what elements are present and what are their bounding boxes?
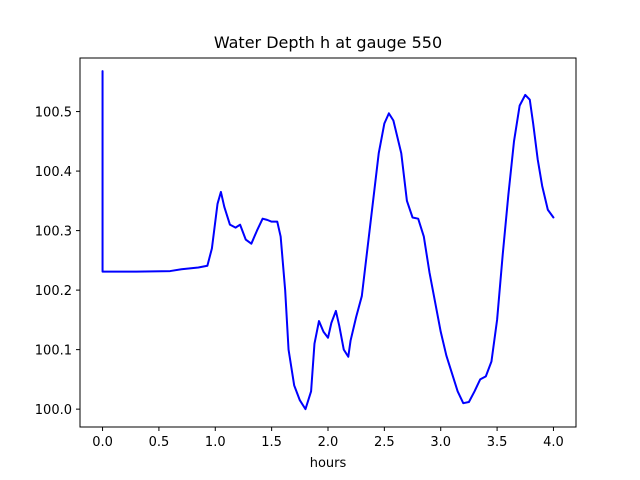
x-tick-label: 0.5: [149, 435, 170, 450]
series-line-0: [101, 70, 555, 411]
x-tick-label: 1.0: [205, 435, 226, 450]
y-tick-label: 100.3: [35, 225, 72, 240]
x-tick-label: 2.5: [374, 435, 395, 450]
x-tick-label: 3.0: [430, 435, 451, 450]
x-tick-label: 4.0: [543, 435, 564, 450]
x-axis-label: hours: [310, 456, 347, 471]
x-tick-label: 2.0: [318, 435, 339, 450]
y-tick-label: 100.0: [35, 403, 72, 418]
chart-title: Water Depth h at gauge 550: [214, 33, 442, 52]
x-tick-label: 3.5: [487, 435, 508, 450]
plot-frame: [79, 57, 577, 428]
x-tick-label: 1.5: [261, 435, 282, 450]
y-tick-label: 100.4: [35, 165, 72, 180]
y-tick-label: 100.2: [35, 284, 72, 299]
y-tick-label: 100.1: [35, 344, 72, 359]
x-tick-label: 0.0: [92, 435, 113, 450]
y-tick-label: 100.5: [35, 106, 72, 121]
